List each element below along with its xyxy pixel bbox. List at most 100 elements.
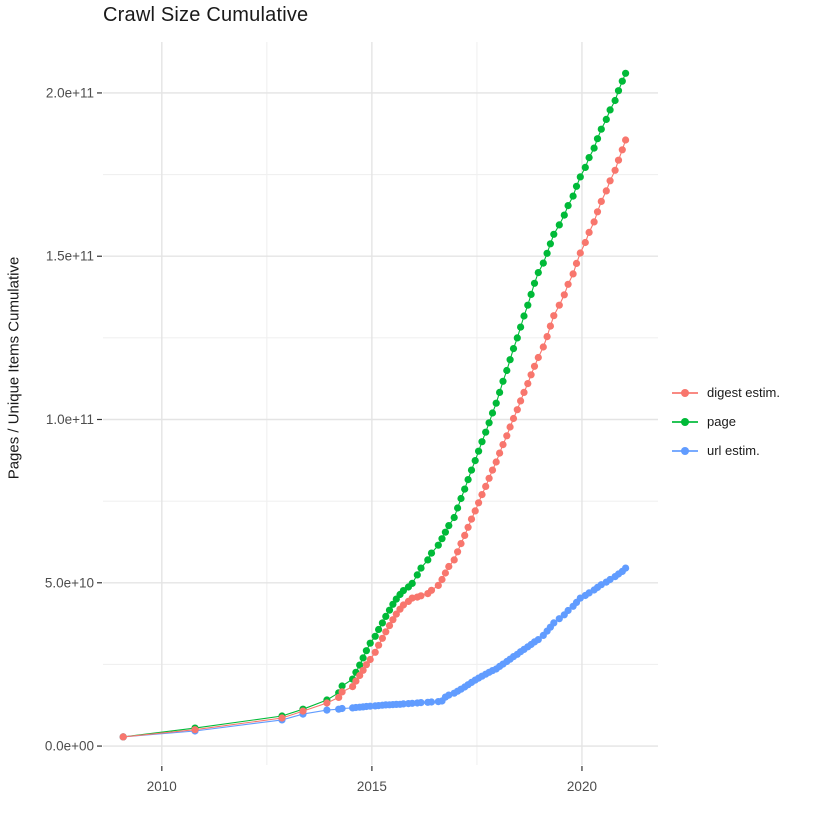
data-point — [366, 639, 374, 647]
data-point — [417, 564, 425, 572]
data-point — [119, 733, 127, 741]
data-point — [622, 564, 630, 572]
data-point — [399, 587, 407, 595]
data-point — [389, 600, 397, 608]
data-point — [424, 556, 432, 564]
data-point — [482, 482, 490, 490]
data-point — [572, 259, 581, 267]
data-point — [191, 726, 199, 734]
data-point — [606, 106, 614, 114]
x-tick-label: 2010 — [147, 779, 177, 794]
data-point — [461, 485, 469, 493]
legend-key-icon — [672, 444, 698, 458]
data-point — [496, 388, 504, 396]
data-point — [569, 270, 577, 278]
data-point — [378, 634, 386, 642]
data-point — [389, 616, 397, 624]
data-point — [539, 259, 547, 267]
data-point — [534, 636, 542, 644]
data-point — [499, 441, 507, 449]
y-tick-label: 1.0e+11 — [46, 412, 94, 427]
data-point — [581, 163, 589, 171]
data-point — [392, 610, 400, 618]
data-point — [560, 291, 568, 299]
data-point — [509, 414, 518, 423]
data-point — [611, 166, 619, 174]
data-point — [352, 677, 360, 685]
data-point — [550, 230, 558, 238]
data-point — [382, 628, 390, 636]
legend-label: url estim. — [707, 443, 760, 458]
data-point — [564, 606, 572, 615]
data-point — [454, 504, 462, 512]
legend-item-digest-estim: digest estim. — [672, 378, 824, 407]
data-point — [517, 397, 525, 405]
data-point — [602, 187, 610, 195]
data-point — [356, 671, 364, 680]
data-point — [475, 447, 483, 455]
data-point — [506, 423, 514, 431]
data-point — [503, 432, 511, 440]
data-point — [576, 173, 584, 181]
x-tick-label: 2020 — [567, 779, 597, 794]
data-point — [478, 438, 486, 446]
data-point — [464, 476, 472, 484]
data-point — [622, 69, 630, 77]
data-point — [527, 371, 535, 379]
data-point — [338, 682, 346, 690]
data-point — [527, 290, 535, 298]
data-point — [534, 353, 542, 362]
data-point — [371, 632, 379, 640]
data-point — [385, 622, 394, 630]
legend-label: digest estim. — [707, 385, 780, 400]
data-point — [555, 221, 563, 229]
data-point — [434, 541, 442, 549]
legend-item-page: page — [672, 407, 824, 436]
data-point — [564, 280, 572, 288]
data-point — [467, 466, 476, 474]
data-point — [299, 707, 307, 715]
data-point — [356, 661, 364, 669]
series-url-estim — [119, 564, 630, 741]
data-point — [524, 380, 532, 388]
data-point — [427, 586, 436, 594]
y-tick-label: 0.0e+00 — [45, 739, 94, 754]
data-point — [614, 87, 623, 95]
data-point — [530, 279, 539, 287]
data-point — [349, 683, 357, 691]
y-tick-label: 2.0e+11 — [46, 85, 94, 100]
data-point — [513, 406, 521, 414]
data-point — [543, 333, 551, 341]
data-point — [488, 466, 497, 474]
data-point — [618, 77, 626, 85]
data-point — [338, 688, 346, 696]
data-point — [375, 625, 383, 634]
data-point — [539, 343, 547, 351]
data-point — [492, 399, 500, 407]
chart-title: Crawl Size Cumulative — [103, 4, 309, 26]
data-point — [438, 575, 446, 584]
data-point — [445, 562, 453, 571]
series-page — [119, 69, 630, 741]
data-point — [622, 136, 630, 144]
data-point — [555, 615, 563, 623]
data-point — [359, 666, 367, 674]
data-point — [385, 606, 394, 614]
data-point — [546, 322, 555, 330]
data-point — [492, 458, 500, 466]
data-point — [524, 301, 532, 309]
data-point — [445, 522, 453, 530]
data-point — [366, 655, 374, 664]
data-point — [438, 535, 446, 543]
data-point — [550, 312, 558, 320]
data-point — [611, 96, 619, 105]
data-point — [520, 312, 528, 320]
data-point — [427, 698, 436, 706]
data-point — [417, 699, 425, 707]
data-point — [530, 362, 539, 370]
x-tick-label: 2015 — [357, 779, 387, 794]
data-point — [362, 661, 370, 669]
data-point — [509, 345, 518, 353]
legend-key-icon — [672, 415, 698, 429]
